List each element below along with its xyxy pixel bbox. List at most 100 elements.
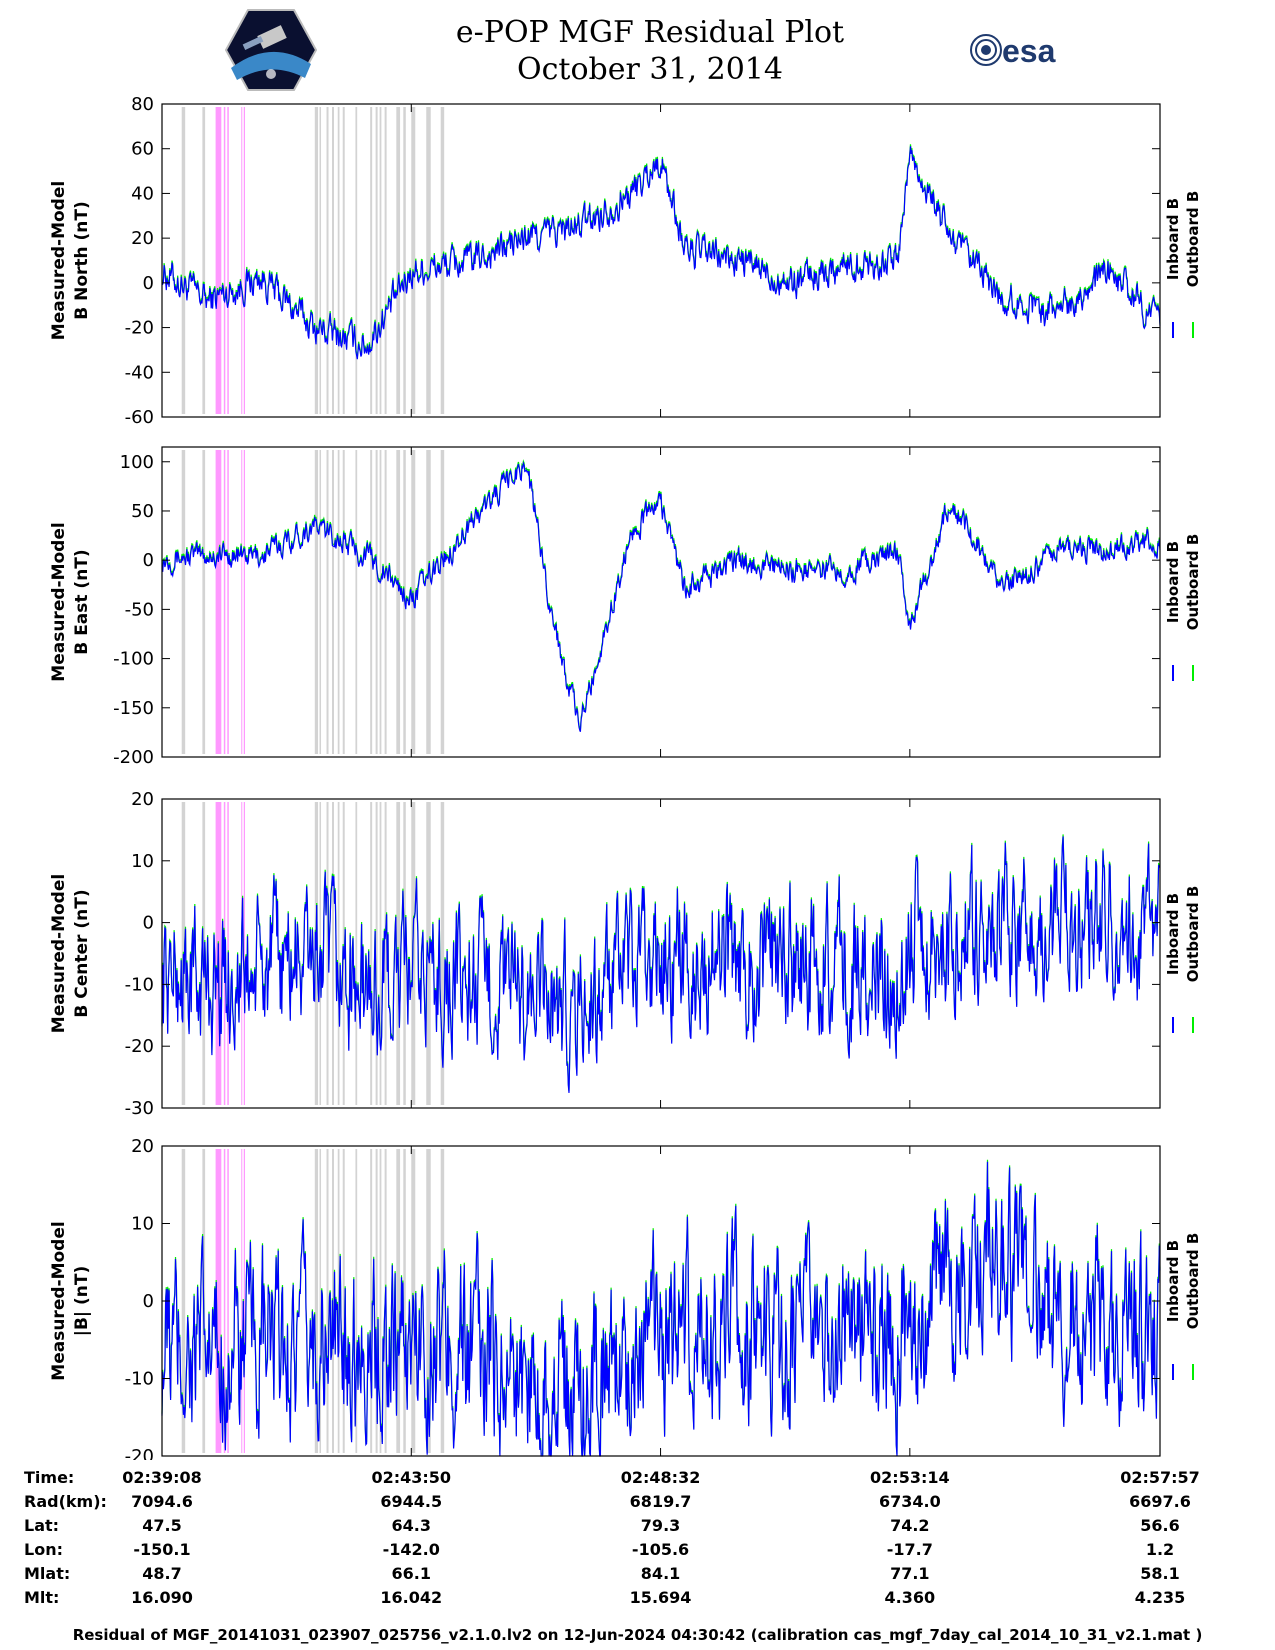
y-axis-title-line-1: Measured-Model [49, 1221, 69, 1380]
orbit-row-value: 1.2 [1145, 1540, 1175, 1559]
legend-outboard-label: Outboard B [1184, 534, 1202, 631]
gray-band [396, 107, 401, 414]
orbit-row-value: 84.1 [640, 1564, 681, 1583]
orbit-row-value: 64.3 [391, 1516, 431, 1535]
orbit-row-value: 16.090 [131, 1588, 193, 1607]
gray-band [332, 802, 335, 1105]
orbit-row-value: 58.1 [1140, 1564, 1180, 1583]
pink-band [215, 107, 222, 414]
gray-band [202, 450, 206, 754]
orbit-row: Mlt: 16.090 16.042 15.694 4.360 4.235 [0, 1588, 1275, 1612]
orbit-row-value: -142.0 [382, 1540, 440, 1559]
pink-band [215, 1149, 222, 1453]
pink-band [241, 450, 243, 754]
panel-3: 20 10 0 -10 -20 -30 Measured-Model B Center (nT… [49, 789, 1202, 1119]
orbit-row: Mlat: 48.7 66.1 84.1 77.1 58.1 [0, 1564, 1275, 1588]
panel-background [162, 104, 1160, 417]
y-tick-label: 10 [131, 851, 154, 872]
gray-band [319, 1149, 322, 1453]
y-tick-label: 0 [143, 913, 154, 934]
gray-band [375, 1149, 378, 1453]
title-line-1: e-POP MGF Residual Plot [455, 15, 845, 50]
y-tick-label: 40 [131, 183, 154, 204]
gray-band [379, 802, 382, 1105]
gray-band [440, 802, 445, 1105]
orbit-row-value: 4.235 [1134, 1588, 1186, 1607]
orbit-row: Lat: 47.5 64.3 79.3 74.2 56.6 [0, 1516, 1275, 1540]
y-tick-label: -20 [125, 1446, 154, 1460]
title-line-2: October 31, 2014 [517, 52, 783, 87]
y-tick-label: 0 [143, 550, 154, 571]
inboard-trace [161, 1161, 1161, 1457]
y-tick-label: -60 [125, 407, 154, 428]
gray-band [202, 107, 206, 414]
legend-inboard-label: Inboard B [1164, 198, 1182, 280]
orbit-row-value: 02:48:32 [620, 1468, 701, 1487]
orbit-row-value: 15.694 [629, 1588, 692, 1607]
esa-logo: esa [970, 33, 1056, 69]
orbit-row: Lon: -150.1 -142.0 -105.6 -17.7 1.2 [0, 1540, 1275, 1564]
orbit-row-value: 02:39:08 [122, 1468, 202, 1487]
y-tick-label: 0 [143, 1291, 154, 1312]
orbit-row-label: Time: [24, 1468, 75, 1487]
gray-band [370, 802, 373, 1105]
pink-band [243, 107, 246, 414]
panel-2: 100 50 0 -50 -100 -150 -200 Measured-Model B Eas… [49, 446, 1202, 768]
y-tick-label: -20 [125, 1036, 154, 1057]
legend-outboard-label: Outboard B [1184, 886, 1202, 983]
orbit-row-label: Mlat: [24, 1564, 71, 1583]
y-tick-label: -10 [125, 1369, 154, 1390]
plot-area: 80 60 40 20 0 -20 -40 -60 Measured-Model B North … [49, 94, 1202, 1460]
gray-band [403, 107, 406, 414]
gray-band [411, 107, 416, 414]
orbit-row-value: 56.6 [1140, 1516, 1180, 1535]
y-axis-title-line-1: Measured-Model [49, 522, 69, 681]
gray-band [440, 450, 445, 754]
gray-band [342, 450, 345, 754]
gray-band [181, 1149, 186, 1453]
y-tick-label: 50 [131, 501, 154, 522]
gray-band [332, 107, 335, 414]
gray-band [314, 1149, 319, 1453]
y-axis-title-line-1: Measured-Model [49, 874, 69, 1033]
orbit-row-value: 4.360 [884, 1588, 936, 1607]
gray-band [342, 107, 345, 414]
pink-band [215, 450, 222, 754]
y-tick-label: -200 [113, 747, 154, 768]
gray-band [355, 802, 358, 1105]
gray-band [370, 450, 373, 754]
y-tick-label: 10 [131, 1214, 154, 1235]
y-axis-title-line-2: B Center (nT) [72, 889, 92, 1017]
y-axis-title-line-2: |B| (nT) [72, 1266, 92, 1337]
y-tick-label: 60 [131, 139, 154, 160]
gray-band [342, 1149, 345, 1453]
gray-band [326, 450, 329, 754]
chart-title: e-POP MGF Residual Plot October 31, 2014 [360, 14, 940, 88]
inboard-trace [161, 146, 1161, 360]
gray-band [426, 450, 431, 754]
gray-band [379, 1149, 382, 1453]
pink-band [227, 1149, 229, 1453]
gray-band [314, 450, 319, 754]
orbit-row-value: -17.7 [886, 1540, 933, 1559]
y-tick-label: 20 [131, 228, 154, 249]
y-axis-title-line-2: B North (nT) [72, 201, 92, 320]
panel-1: 80 60 40 20 0 -20 -40 -60 Measured-Model B North … [49, 94, 1202, 428]
gray-band [375, 802, 378, 1105]
pink-band [223, 1149, 226, 1453]
orbit-row-label: Lon: [24, 1540, 63, 1559]
pink-band [227, 450, 229, 754]
gray-band [384, 802, 387, 1105]
gray-band [403, 1149, 406, 1453]
gray-band [379, 450, 382, 754]
legend-inboard-label: Inboard B [1164, 541, 1182, 623]
orbit-row-value: 6734.0 [878, 1492, 941, 1511]
orbit-row-value: -105.6 [631, 1540, 690, 1559]
legend-inboard-label: Inboard B [1164, 1240, 1182, 1322]
y-tick-label: -40 [125, 362, 154, 383]
orbit-row-value: 6819.7 [629, 1492, 692, 1511]
gray-band [337, 450, 340, 754]
gray-band [202, 802, 206, 1105]
y-tick-label: 80 [131, 94, 154, 115]
y-tick-label: 20 [131, 1136, 154, 1157]
